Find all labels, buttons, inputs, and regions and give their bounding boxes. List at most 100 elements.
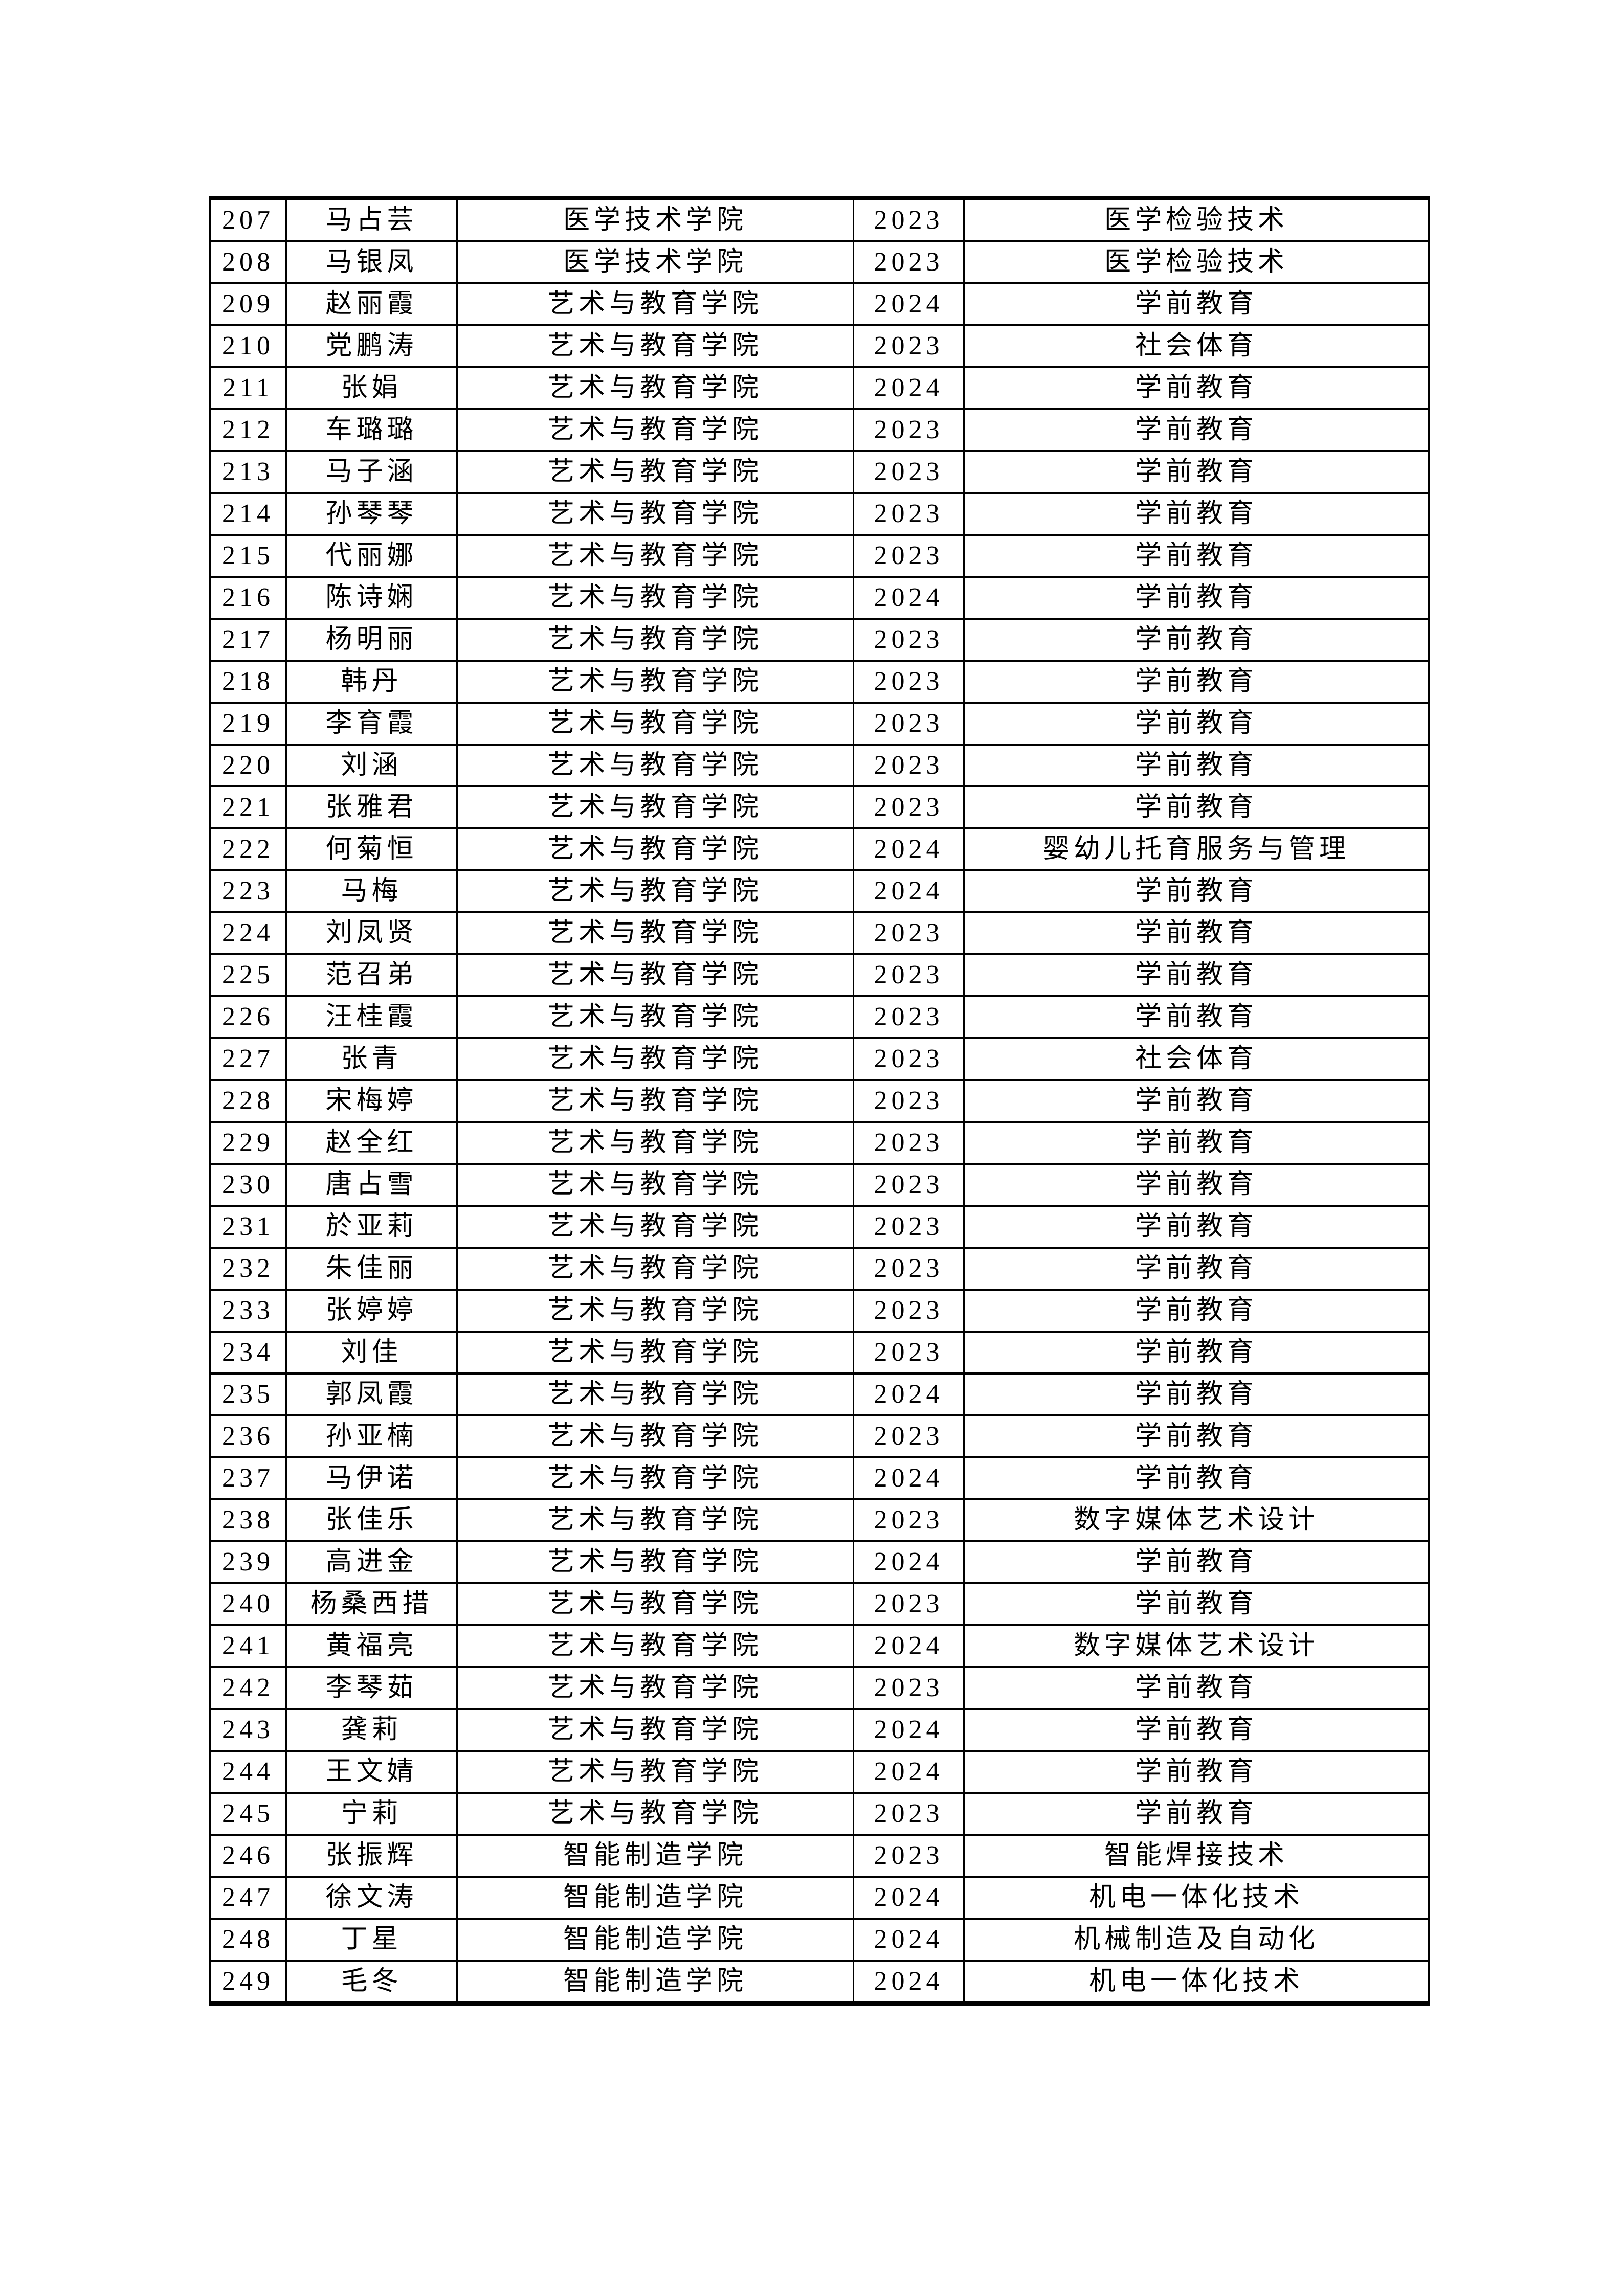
table-row: 208 马银凤 医学技术学院 2023 医学检验技术 [209, 240, 1430, 284]
enrollment-year-cell: 2023 [853, 534, 965, 578]
enrollment-year-cell: 2024 [853, 869, 965, 913]
table-row: 230 唐占雪 艺术与教育学院 2023 学前教育 [209, 1163, 1430, 1207]
table-row: 234 刘佳 艺术与教育学院 2023 学前教育 [209, 1331, 1430, 1375]
major-cell: 学前教育 [963, 1708, 1430, 1752]
table-row: 220 刘涵 艺术与教育学院 2023 学前教育 [209, 744, 1430, 787]
table-row: 223 马梅 艺术与教育学院 2024 学前教育 [209, 869, 1430, 913]
major-cell: 数字媒体艺术设计 [963, 1498, 1430, 1542]
table-row: 237 马伊诺 艺术与教育学院 2024 学前教育 [209, 1456, 1430, 1500]
college-cell: 艺术与教育学院 [456, 1666, 854, 1710]
row-number-cell: 215 [209, 534, 287, 578]
student-name-cell: 张婷婷 [285, 1289, 458, 1333]
table-row: 229 赵全红 艺术与教育学院 2023 学前教育 [209, 1121, 1430, 1165]
major-cell: 学前教育 [963, 492, 1430, 536]
major-cell: 学前教育 [963, 1205, 1430, 1249]
row-number-cell: 231 [209, 1205, 287, 1249]
row-number-cell: 232 [209, 1247, 287, 1291]
row-number-cell: 207 [209, 197, 287, 242]
major-cell: 医学检验技术 [963, 240, 1430, 284]
major-cell: 学前教育 [963, 576, 1430, 620]
enrollment-year-cell: 2024 [853, 1372, 965, 1416]
row-number-cell: 217 [209, 618, 287, 662]
student-name-cell: 马子涵 [285, 450, 458, 494]
student-name-cell: 王文婧 [285, 1750, 458, 1794]
major-cell: 智能焊接技术 [963, 1834, 1430, 1878]
enrollment-year-cell: 2024 [853, 1918, 965, 1962]
table-row: 218 韩丹 艺术与教育学院 2023 学前教育 [209, 660, 1430, 704]
college-cell: 艺术与教育学院 [456, 744, 854, 787]
major-cell: 学前教育 [963, 869, 1430, 913]
row-number-cell: 212 [209, 408, 287, 452]
student-name-cell: 於亚莉 [285, 1205, 458, 1249]
row-number-cell: 227 [209, 1037, 287, 1081]
table-row: 228 宋梅婷 艺术与教育学院 2023 学前教育 [209, 1079, 1430, 1123]
table-row: 211 张娟 艺术与教育学院 2024 学前教育 [209, 366, 1430, 410]
student-name-cell: 宋梅婷 [285, 1079, 458, 1123]
enrollment-year-cell: 2023 [853, 324, 965, 368]
enrollment-year-cell: 2023 [853, 744, 965, 787]
college-cell: 艺术与教育学院 [456, 1205, 854, 1249]
table-row: 227 张青 艺术与教育学院 2023 社会体育 [209, 1037, 1430, 1081]
row-number-cell: 234 [209, 1331, 287, 1375]
major-cell: 学前教育 [963, 1247, 1430, 1291]
enrollment-year-cell: 2023 [853, 1289, 965, 1333]
table-row: 233 张婷婷 艺术与教育学院 2023 学前教育 [209, 1289, 1430, 1333]
enrollment-year-cell: 2024 [853, 1540, 965, 1584]
major-cell: 学前教育 [963, 1121, 1430, 1165]
major-cell: 学前教育 [963, 1456, 1430, 1500]
row-number-cell: 220 [209, 744, 287, 787]
row-number-cell: 218 [209, 660, 287, 704]
enrollment-year-cell: 2023 [853, 660, 965, 704]
row-number-cell: 209 [209, 282, 287, 326]
row-number-cell: 224 [209, 911, 287, 955]
college-cell: 艺术与教育学院 [456, 282, 854, 326]
row-number-cell: 243 [209, 1708, 287, 1752]
student-name-cell: 高进金 [285, 1540, 458, 1584]
table-row: 248 丁星 智能制造学院 2024 机械制造及自动化 [209, 1918, 1430, 1962]
student-name-cell: 张佳乐 [285, 1498, 458, 1542]
major-cell: 婴幼儿托育服务与管理 [963, 827, 1430, 871]
college-cell: 医学技术学院 [456, 197, 854, 242]
table-row: 210 党鹏涛 艺术与教育学院 2023 社会体育 [209, 324, 1430, 368]
college-cell: 艺术与教育学院 [456, 911, 854, 955]
enrollment-year-cell: 2023 [853, 1163, 965, 1207]
college-cell: 艺术与教育学院 [456, 1331, 854, 1375]
college-cell: 艺术与教育学院 [456, 450, 854, 494]
row-number-cell: 222 [209, 827, 287, 871]
row-number-cell: 238 [209, 1498, 287, 1542]
row-number-cell: 249 [209, 1960, 287, 2005]
student-name-cell: 陈诗娴 [285, 576, 458, 620]
major-cell: 学前教育 [963, 702, 1430, 746]
enrollment-year-cell: 2023 [853, 492, 965, 536]
college-cell: 艺术与教育学院 [456, 660, 854, 704]
major-cell: 学前教育 [963, 1792, 1430, 1836]
college-cell: 艺术与教育学院 [456, 366, 854, 410]
table-row: 225 范召弟 艺术与教育学院 2023 学前教育 [209, 953, 1430, 997]
college-cell: 艺术与教育学院 [456, 1247, 854, 1291]
table-row: 224 刘凤贤 艺术与教育学院 2023 学前教育 [209, 911, 1430, 955]
college-cell: 艺术与教育学院 [456, 1792, 854, 1836]
major-cell: 学前教育 [963, 1666, 1430, 1710]
college-cell: 艺术与教育学院 [456, 827, 854, 871]
student-name-cell: 李育霞 [285, 702, 458, 746]
major-cell: 学前教育 [963, 785, 1430, 829]
enrollment-year-cell: 2023 [853, 1331, 965, 1375]
row-number-cell: 233 [209, 1289, 287, 1333]
college-cell: 艺术与教育学院 [456, 1037, 854, 1081]
major-cell: 学前教育 [963, 366, 1430, 410]
college-cell: 艺术与教育学院 [456, 1456, 854, 1500]
student-name-cell: 朱佳丽 [285, 1247, 458, 1291]
row-number-cell: 214 [209, 492, 287, 536]
college-cell: 艺术与教育学院 [456, 1540, 854, 1584]
major-cell: 机电一体化技术 [963, 1876, 1430, 1920]
row-number-cell: 208 [209, 240, 287, 284]
enrollment-year-cell: 2023 [853, 953, 965, 997]
row-number-cell: 230 [209, 1163, 287, 1207]
enrollment-year-cell: 2023 [853, 1121, 965, 1165]
student-name-cell: 马银凤 [285, 240, 458, 284]
college-cell: 艺术与教育学院 [456, 1582, 854, 1626]
student-name-cell: 代丽娜 [285, 534, 458, 578]
student-name-cell: 党鹏涛 [285, 324, 458, 368]
row-number-cell: 228 [209, 1079, 287, 1123]
major-cell: 学前教育 [963, 1582, 1430, 1626]
